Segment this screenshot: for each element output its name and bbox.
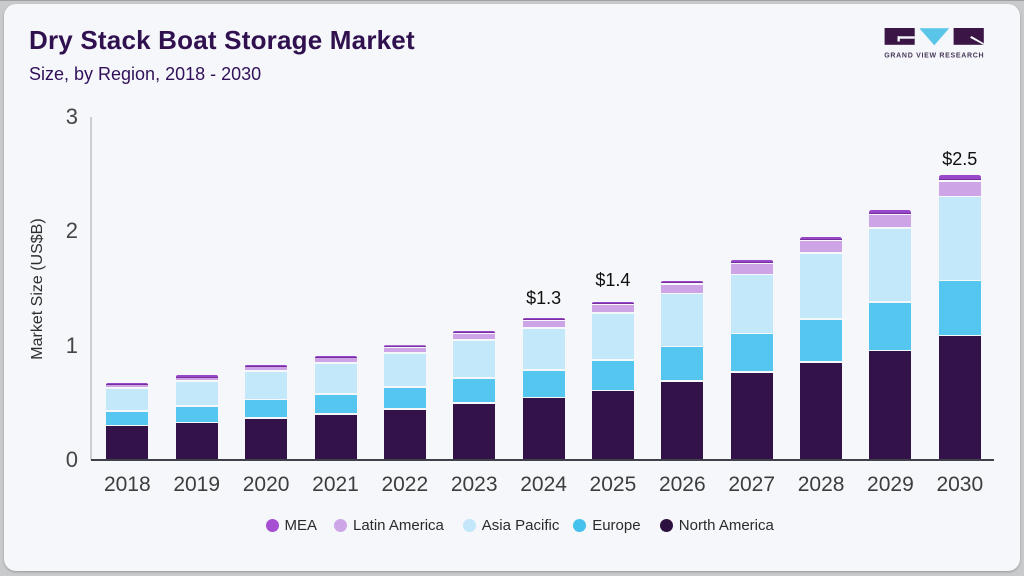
svg-text:GRAND VIEW RESEARCH: GRAND VIEW RESEARCH <box>884 53 984 60</box>
